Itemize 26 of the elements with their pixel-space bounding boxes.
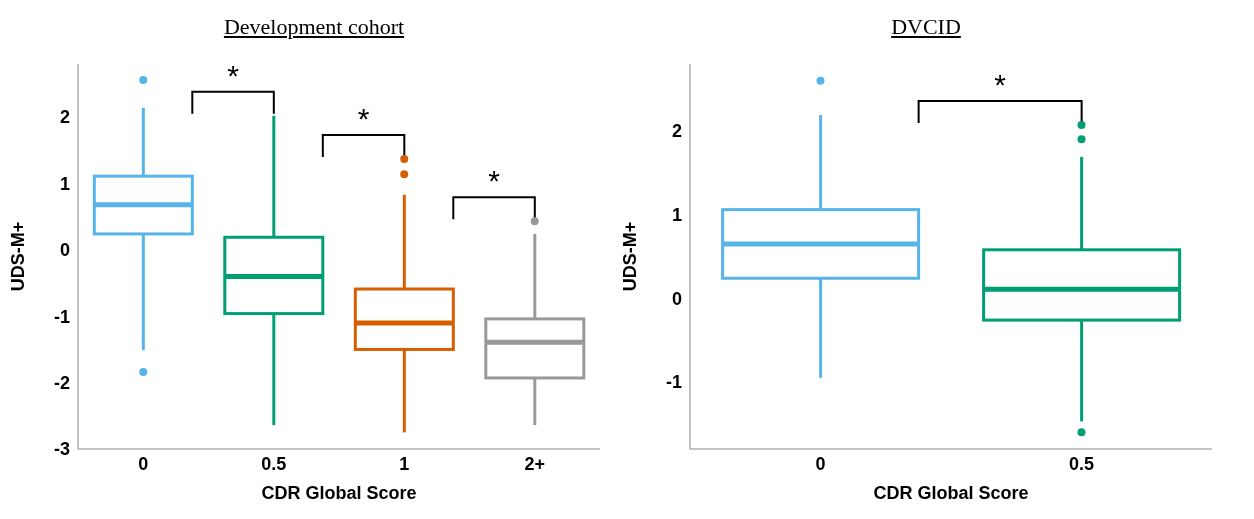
y-tick-label: 2 (59, 107, 70, 128)
annotation: * (227, 58, 240, 92)
y-tick-label: -1 (665, 372, 682, 393)
x-axis-title: CDR Global Score (261, 483, 417, 503)
annotation: * (994, 68, 1007, 102)
y-tick-label: 2 (671, 121, 682, 142)
y-tick-label: -2 (53, 373, 70, 394)
x-axis-title: CDR Global Score (873, 483, 1029, 503)
y-tick-label: 0 (59, 240, 70, 261)
y-axis-title: UDS-M+ (8, 221, 29, 292)
x-tick-label: 0.5 (261, 453, 287, 474)
annotation: * (488, 164, 501, 198)
y-tick-label: 1 (671, 205, 682, 226)
y-tick-label: 0 (671, 288, 682, 309)
y-tick-label: 1 (59, 173, 70, 194)
y-axis-title: UDS-M+ (620, 221, 641, 292)
chart-title: Development cohort (222, 13, 406, 41)
x-tick-label: 0.5 (1068, 453, 1095, 474)
x-tick-label: 0 (138, 453, 149, 474)
x-tick-label: 1 (399, 453, 410, 474)
chart-title: DVCID (890, 13, 962, 41)
x-tick-label: 2+ (524, 453, 546, 474)
annotation: * (357, 101, 370, 135)
x-tick-label: 0 (815, 453, 826, 474)
y-tick-label: -3 (53, 439, 70, 460)
y-tick-label: -1 (53, 306, 70, 327)
